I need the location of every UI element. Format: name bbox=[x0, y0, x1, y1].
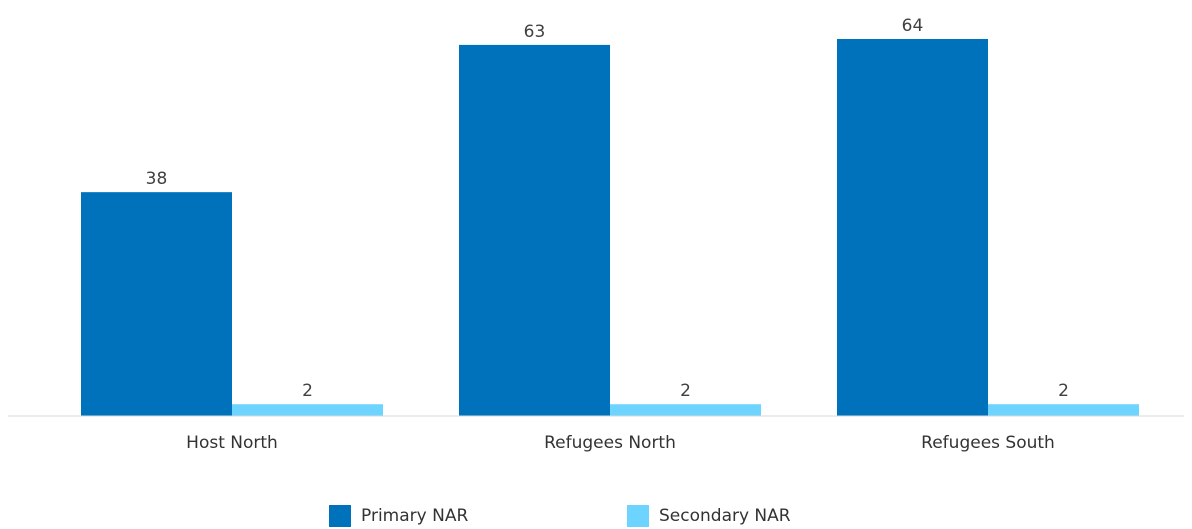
bars-group bbox=[81, 39, 1139, 416]
bar-primary-2 bbox=[837, 39, 988, 416]
legend-label-secondary: Secondary NAR bbox=[659, 506, 791, 526]
category-label-0: Host North bbox=[186, 433, 278, 453]
category-labels-group: Host North Refugees North Refugees South bbox=[186, 433, 1055, 453]
legend-label-primary: Primary NAR bbox=[361, 506, 469, 526]
value-labels-group: 38 2 63 2 64 2 bbox=[146, 16, 1069, 401]
bar-primary-1 bbox=[459, 44, 610, 416]
legend: Primary NAR Secondary NAR bbox=[0, 505, 1192, 529]
legend-swatch-primary bbox=[329, 505, 351, 527]
bar-secondary-0 bbox=[232, 404, 383, 416]
bar-chart: 38 2 63 2 64 2 Host North Refugees North Refuge… bbox=[8, 16, 1184, 453]
legend-item-primary: Primary NAR bbox=[329, 505, 468, 527]
value-label-primary-1: 63 bbox=[524, 22, 546, 42]
value-label-secondary-1: 2 bbox=[680, 381, 691, 401]
value-label-secondary-2: 2 bbox=[1058, 381, 1069, 401]
value-label-secondary-0: 2 bbox=[302, 381, 313, 401]
category-label-1: Refugees North bbox=[544, 433, 676, 453]
legend-item-secondary: Secondary NAR bbox=[627, 505, 791, 527]
bar-secondary-1 bbox=[610, 404, 761, 416]
bar-secondary-2 bbox=[988, 404, 1139, 416]
value-label-primary-0: 38 bbox=[146, 169, 168, 189]
value-label-primary-2: 64 bbox=[902, 16, 924, 36]
bar-primary-0 bbox=[81, 192, 232, 416]
legend-swatch-secondary bbox=[627, 505, 649, 527]
category-label-2: Refugees South bbox=[921, 433, 1055, 453]
